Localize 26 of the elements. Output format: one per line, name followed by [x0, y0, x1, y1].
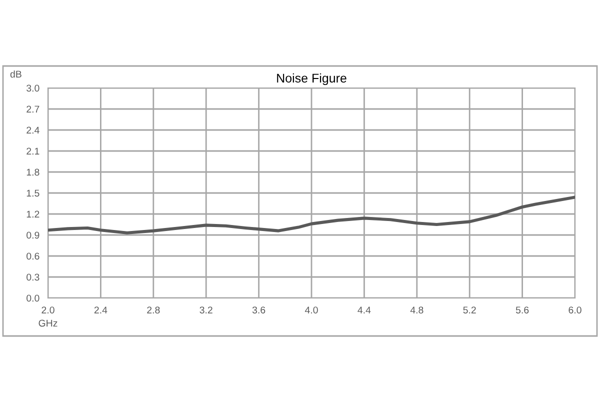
y-tick-label: 0.3	[26, 274, 40, 281]
x-tick-label: 6.0	[568, 306, 582, 314]
y-tick-label: 0.6	[26, 252, 40, 260]
x-tick-label: 2.4	[94, 306, 108, 314]
x-tick-label: 4.0	[304, 306, 318, 314]
x-tick-label: 5.6	[516, 306, 529, 314]
x-tick-label: 2.8	[147, 306, 160, 314]
y-tick-label: 1.2	[26, 210, 40, 218]
x-tick-label: 3.2	[200, 306, 212, 314]
y-tick-label: 2.1	[26, 148, 40, 155]
chart-title: Noise Figure	[277, 73, 346, 86]
x-axis-title: GHz	[38, 320, 58, 327]
x-tick-label: 2.0	[42, 306, 54, 314]
y-tick-label: 0.0	[26, 294, 40, 302]
y-axis-title: dB	[10, 70, 22, 78]
x-tick-label: 4.8	[410, 306, 424, 314]
y-tick-label: 2.7	[26, 106, 40, 113]
y-tick-label: 2.4	[26, 126, 40, 134]
y-tick-label: 1.8	[26, 168, 40, 176]
y-tick-label: 1.5	[26, 190, 40, 197]
y-tick-label: 3.0	[26, 84, 40, 92]
x-tick-label: 3.6	[252, 306, 266, 314]
x-tick-label: 4.4	[358, 306, 371, 314]
x-tick-label: 5.2	[463, 306, 476, 314]
line-series	[48, 196, 575, 234]
y-tick-label: 0.9	[26, 232, 40, 239]
